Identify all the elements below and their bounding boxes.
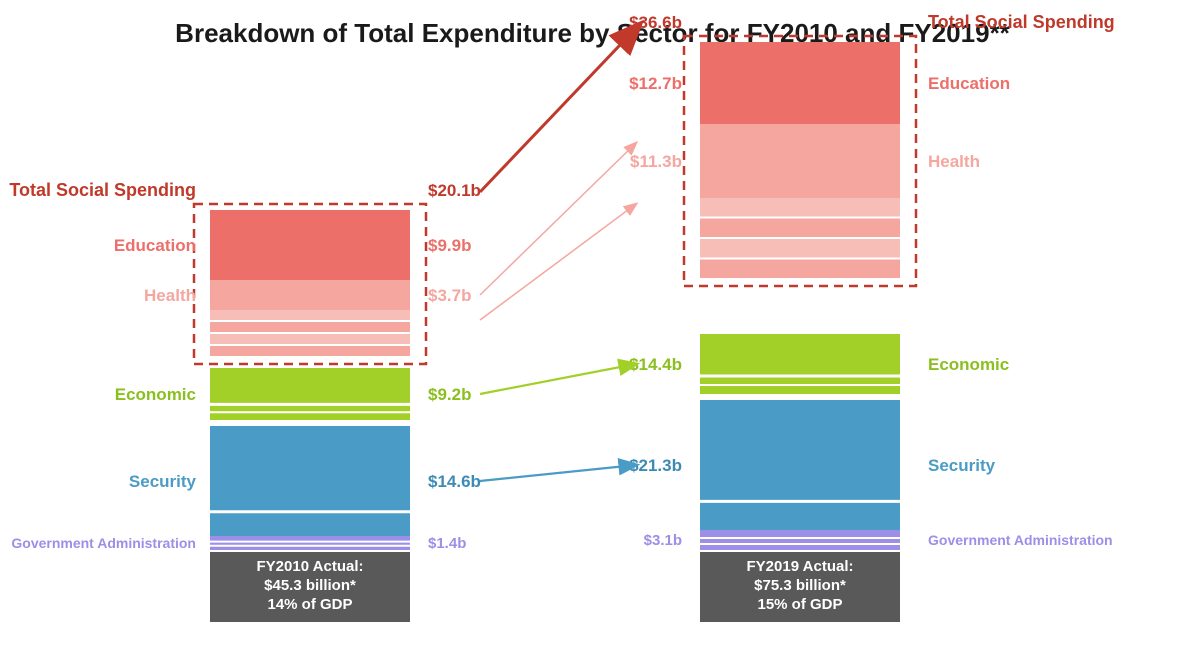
arrow-economic <box>480 364 636 394</box>
left-health-segment <box>210 280 410 310</box>
right-govadmin-label: Government Administration <box>928 532 1113 548</box>
left-security-label: Security <box>129 472 197 491</box>
right-health-label: Health <box>928 152 980 171</box>
right-health-segment <box>700 124 900 198</box>
footer-fy2019: FY2019 Actual: $75.3 billion* 15% of GDP <box>700 552 900 622</box>
footer-left-line1: FY2010 Actual: <box>210 558 410 577</box>
right-security-segment <box>700 400 900 530</box>
right-govadmin-value: $3.1b <box>644 532 682 549</box>
left-social-label: Total Social Spending <box>9 180 196 200</box>
left-govadmin-label: Government Administration <box>11 535 196 551</box>
footer-left-line2: $45.3 billion* <box>210 577 410 596</box>
left-health-value: $3.7b <box>428 286 471 305</box>
left-economic-label: Economic <box>115 385 196 404</box>
right-education-segment <box>700 42 900 124</box>
footer-fy2010: FY2010 Actual: $45.3 billion* 14% of GDP <box>210 552 410 622</box>
arrow-health-2 <box>480 204 636 320</box>
right-social-label: Total Social Spending <box>928 12 1115 32</box>
left-social-value: $20.1b <box>428 181 481 200</box>
right-education-label: Education <box>928 74 1010 93</box>
footer-right-line3: 15% of GDP <box>700 596 900 615</box>
arrow-social <box>480 24 640 192</box>
left-education-segment <box>210 210 410 280</box>
right-govadmin-segment <box>700 530 900 550</box>
footer-right-line1: FY2019 Actual: <box>700 558 900 577</box>
left-security-segment <box>210 426 410 536</box>
right-economic-label: Economic <box>928 355 1009 374</box>
left-govadmin-value: $1.4b <box>428 535 466 552</box>
right-economic-value: $14.4b <box>629 355 682 374</box>
footer-left-line3: 14% of GDP <box>210 596 410 615</box>
left-education-value: $9.9b <box>428 236 471 255</box>
arrow-security <box>480 465 636 481</box>
right-education-value: $12.7b <box>629 74 682 93</box>
left-health-label: Health <box>144 286 196 305</box>
left-education-label: Education <box>114 236 196 255</box>
left-economic-value: $9.2b <box>428 385 471 404</box>
right-security-label: Security <box>928 456 996 475</box>
right-security-value: $21.3b <box>629 456 682 475</box>
footer-right-line2: $75.3 billion* <box>700 577 900 596</box>
left-govadmin-segment <box>210 536 410 550</box>
chart-svg: Total Social Spending $20.1b Education $9.9… <box>0 0 1185 662</box>
left-security-value: $14.6b <box>428 472 481 491</box>
right-health-value: $11.3b <box>630 152 682 171</box>
